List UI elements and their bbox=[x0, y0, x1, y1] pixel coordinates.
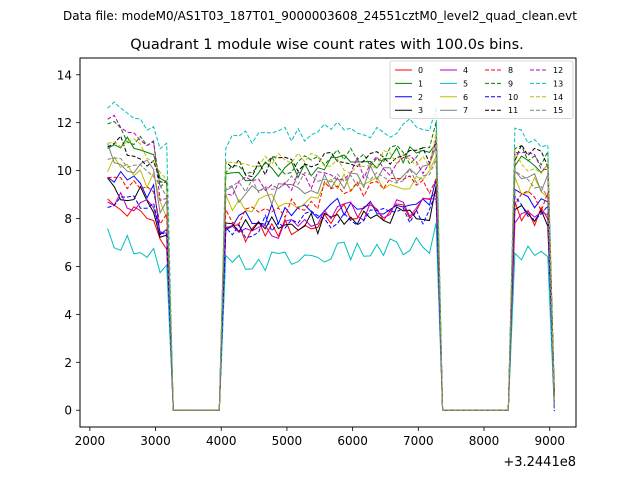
legend-label-5: 5 bbox=[463, 79, 468, 88]
y-tick-label: 6 bbox=[64, 260, 72, 274]
x-tick-label: 3000 bbox=[140, 434, 171, 448]
chart-suptitle: Data file: modeM0/AS1T03_187T01_90000036… bbox=[63, 9, 577, 23]
x-tick-label: 4000 bbox=[206, 434, 237, 448]
y-tick-label: 12 bbox=[57, 116, 72, 130]
x-tick-label: 7000 bbox=[403, 434, 434, 448]
legend-label-3: 3 bbox=[418, 106, 423, 115]
legend-label-12: 12 bbox=[553, 66, 563, 75]
x-axis: 2000 3000 4000 5000 6000 7000 8000 9000 bbox=[75, 427, 565, 448]
legend-label-7: 7 bbox=[463, 106, 468, 115]
series-line-15 bbox=[107, 157, 555, 411]
legend-label-2: 2 bbox=[418, 93, 423, 102]
y-tick-label: 2 bbox=[64, 356, 72, 370]
y-tick-label: 0 bbox=[64, 404, 72, 418]
plot-lines bbox=[107, 101, 555, 412]
x-tick-label: 5000 bbox=[272, 434, 303, 448]
legend-box bbox=[389, 60, 574, 119]
legend-label-14: 14 bbox=[553, 93, 563, 102]
legend-label-4: 4 bbox=[463, 66, 468, 75]
legend-label-1: 1 bbox=[418, 79, 423, 88]
legend-label-13: 13 bbox=[553, 79, 563, 88]
legend-label-11: 11 bbox=[508, 106, 518, 115]
legend-label-10: 10 bbox=[508, 93, 518, 102]
y-tick-label: 14 bbox=[57, 68, 72, 82]
x-tick-label: 2000 bbox=[75, 434, 106, 448]
y-tick-label: 4 bbox=[64, 308, 72, 322]
y-tick-label: 10 bbox=[57, 164, 72, 178]
y-tick-label: 8 bbox=[64, 212, 72, 226]
legend-label-9: 9 bbox=[508, 79, 513, 88]
legend-label-6: 6 bbox=[463, 93, 468, 102]
legend-label-15: 15 bbox=[553, 106, 563, 115]
x-offset-label: +3.2441e8 bbox=[503, 455, 576, 470]
y-axis: 0 2 4 6 8 10 12 14 bbox=[57, 68, 80, 418]
chart-title: Quadrant 1 module wise count rates with … bbox=[130, 37, 524, 53]
legend-label-0: 0 bbox=[418, 66, 423, 75]
plot-frame bbox=[79, 57, 577, 428]
legend-label-8: 8 bbox=[508, 66, 513, 75]
x-tick-label: 9000 bbox=[534, 434, 565, 448]
x-tick-label: 8000 bbox=[469, 434, 500, 448]
x-tick-label: 6000 bbox=[337, 434, 368, 448]
